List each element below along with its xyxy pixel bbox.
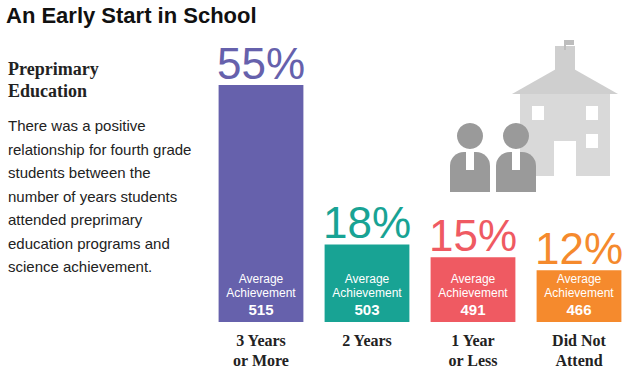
svg-text:education programs and: education programs and: [8, 235, 174, 252]
svg-text:or Less: or Less: [448, 352, 497, 369]
svg-text:55%: 55%: [217, 39, 305, 88]
svg-text:number of years students: number of years students: [8, 188, 181, 205]
svg-text:466: 466: [566, 301, 591, 318]
svg-text:503: 503: [354, 301, 379, 318]
svg-text:Average: Average: [345, 272, 390, 286]
svg-text:students between the: students between the: [8, 164, 155, 181]
svg-text:491: 491: [460, 301, 485, 318]
svg-text:3 Years: 3 Years: [236, 332, 286, 349]
svg-text:Achievement: Achievement: [332, 286, 402, 300]
svg-text:Average: Average: [451, 272, 496, 286]
svg-text:relationship for fourth grade: relationship for fourth grade: [8, 141, 196, 158]
svg-text:Attend: Attend: [555, 352, 602, 369]
svg-text:15%: 15%: [429, 211, 517, 260]
svg-text:515: 515: [248, 301, 273, 318]
svg-text:attended preprimary: attended preprimary: [8, 211, 146, 228]
svg-text:1 Year: 1 Year: [451, 332, 494, 349]
svg-text:science achievement.: science achievement.: [8, 258, 152, 275]
svg-text:18%: 18%: [323, 198, 411, 247]
svg-text:Average: Average: [557, 272, 602, 286]
svg-text:or More: or More: [233, 352, 289, 369]
svg-text:Achievement: Achievement: [438, 286, 508, 300]
svg-text:Preprimary: Preprimary: [8, 59, 103, 79]
svg-text:There was a positive: There was a positive: [8, 117, 150, 134]
svg-text:Achievement: Achievement: [544, 286, 614, 300]
svg-text:2 Years: 2 Years: [342, 332, 392, 349]
svg-text:Education: Education: [8, 81, 87, 101]
svg-text:Achievement: Achievement: [226, 286, 296, 300]
svg-text:Average: Average: [239, 272, 284, 286]
svg-text:Did Not: Did Not: [552, 332, 606, 349]
svg-text:An Early Start in School: An Early Start in School: [6, 3, 257, 28]
svg-text:12%: 12%: [535, 224, 623, 273]
